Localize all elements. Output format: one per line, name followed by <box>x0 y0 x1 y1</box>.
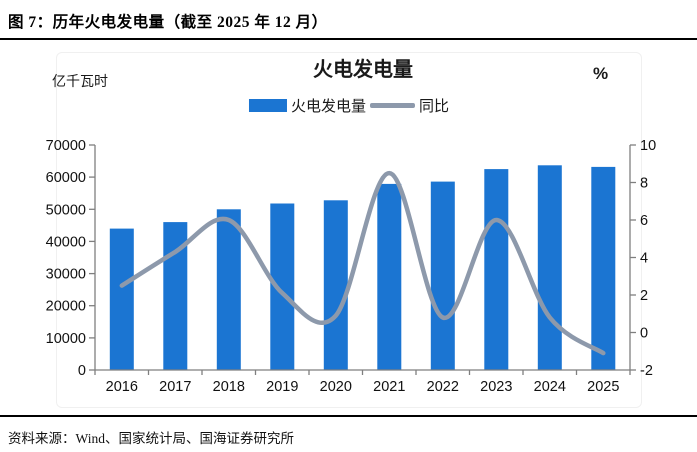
source-text: 资料来源：Wind、国家统计局、国海证券研究所 <box>8 431 294 446</box>
axis-labels: 0 10000 20000 30000 40000 50000 60000 70000 -2 0 2… <box>46 138 656 395</box>
figure-title: 图 7：历年火电发电量（截至 2025 年 12 月） <box>8 14 328 31</box>
x-axis-tick-label: 2019 <box>266 379 298 395</box>
bar-2016 <box>109 228 134 370</box>
bar-2025 <box>591 166 616 370</box>
right-axis-unit-label: % <box>593 64 609 83</box>
right-axis-tick-label: 8 <box>640 176 648 192</box>
figure-footer: 资料来源：Wind、国家统计局、国海证券研究所 <box>0 415 697 452</box>
x-axis-tick-label: 2024 <box>534 379 566 395</box>
bar-2024 <box>537 165 562 371</box>
left-axis-tick-label: 0 <box>78 363 86 379</box>
right-axis-tick-label: -2 <box>640 363 653 379</box>
bar-2023 <box>484 169 509 370</box>
x-axis-tick-label: 2023 <box>480 379 512 395</box>
right-axis-tick-label: 0 <box>640 326 648 342</box>
bar-2021 <box>377 183 402 370</box>
x-axis-tick-label: 2017 <box>159 379 191 395</box>
left-axis-tick-label: 20000 <box>46 299 86 315</box>
chart-area: 亿千瓦时 火电发电量 % 火电发电量 同比 0 10000 20000 30000 40… <box>0 40 697 415</box>
right-axis-tick-label: 6 <box>640 213 648 229</box>
right-axis-tick-label: 10 <box>640 138 656 154</box>
axis-lines <box>89 144 636 375</box>
figure-header: 图 7：历年火电发电量（截至 2025 年 12 月） <box>0 0 697 40</box>
chart-plot-container: 0 10000 20000 30000 40000 50000 60000 70000 -2 0 2… <box>0 128 697 408</box>
chart-frame <box>56 52 642 408</box>
legend-item-generation: 火电发电量 <box>248 95 366 116</box>
left-axis-tick-label: 50000 <box>46 202 86 218</box>
x-axis-tick-label: 2018 <box>213 379 245 395</box>
bar-2022 <box>430 181 455 370</box>
x-axis-tick-label: 2022 <box>427 379 459 395</box>
bar-series-swatch-icon <box>248 99 287 112</box>
left-axis-tick-label: 40000 <box>46 234 86 250</box>
chart-plot: 0 10000 20000 30000 40000 50000 60000 70000 -2 0 2… <box>46 138 656 395</box>
right-axis-tick-label: 2 <box>640 288 648 304</box>
chart-title: 火电发电量 <box>313 59 413 81</box>
bar-2018 <box>216 209 241 370</box>
left-axis-unit-label: 亿千瓦时 <box>52 75 108 90</box>
left-axis-tick-label: 30000 <box>46 267 86 283</box>
chart-legend: 火电发电量 同比 <box>248 95 449 116</box>
x-axis-tick-label: 2025 <box>587 379 619 395</box>
x-axis-tick-label: 2021 <box>373 379 405 395</box>
left-axis-tick-label: 60000 <box>46 170 86 186</box>
legend-label-yoy: 同比 <box>419 99 450 115</box>
line-series-swatch-icon <box>370 103 415 108</box>
yoy-line <box>119 170 606 356</box>
right-axis-tick-label: 4 <box>640 251 648 267</box>
x-axis-tick-label: 2016 <box>106 379 138 395</box>
legend-label-generation: 火电发电量 <box>290 99 366 115</box>
legend-item-yoy: 同比 <box>370 95 449 116</box>
x-axis-tick-label: 2020 <box>320 379 352 395</box>
left-axis-tick-label: 10000 <box>46 331 86 347</box>
bar-2020 <box>323 200 348 370</box>
left-axis-tick-label: 70000 <box>46 138 86 154</box>
